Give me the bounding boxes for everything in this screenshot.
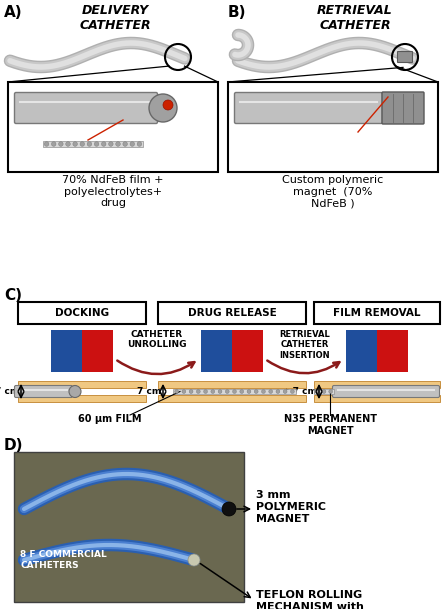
Circle shape bbox=[222, 502, 236, 516]
Circle shape bbox=[188, 554, 200, 566]
Circle shape bbox=[137, 142, 142, 146]
Circle shape bbox=[218, 390, 222, 393]
Bar bbox=[158, 395, 306, 402]
Circle shape bbox=[163, 100, 173, 110]
Circle shape bbox=[262, 390, 266, 393]
Bar bbox=[314, 389, 334, 394]
Circle shape bbox=[240, 390, 244, 393]
Circle shape bbox=[315, 390, 319, 393]
Bar bbox=[18, 395, 146, 402]
Text: RETRIEVAL
CATHETER: RETRIEVAL CATHETER bbox=[317, 4, 393, 32]
Text: TEFLON ROLLING
MECHANISM with
MAGNETIZED THIN
FILM: TEFLON ROLLING MECHANISM with MAGNETIZED… bbox=[256, 590, 373, 609]
Text: C): C) bbox=[4, 288, 22, 303]
Circle shape bbox=[116, 142, 120, 146]
Text: B): B) bbox=[228, 5, 246, 20]
Text: 7 cm: 7 cm bbox=[0, 387, 19, 395]
Bar bbox=[314, 395, 440, 402]
FancyBboxPatch shape bbox=[15, 93, 158, 124]
Circle shape bbox=[109, 142, 113, 146]
Text: DELIVERY
CATHETER: DELIVERY CATHETER bbox=[79, 4, 151, 32]
Bar bbox=[8, 82, 218, 172]
Circle shape bbox=[87, 142, 92, 146]
Text: 70% NdFeB film +
polyelectrolytes+
drug: 70% NdFeB film + polyelectrolytes+ drug bbox=[62, 175, 164, 208]
Circle shape bbox=[226, 390, 229, 393]
Circle shape bbox=[69, 385, 81, 398]
Circle shape bbox=[123, 142, 127, 146]
Circle shape bbox=[59, 142, 63, 146]
Circle shape bbox=[204, 390, 207, 393]
FancyBboxPatch shape bbox=[15, 385, 72, 398]
FancyBboxPatch shape bbox=[397, 52, 412, 63]
Circle shape bbox=[66, 142, 70, 146]
Bar bbox=[173, 389, 296, 394]
Bar bbox=[228, 82, 438, 172]
Circle shape bbox=[269, 390, 273, 393]
Circle shape bbox=[276, 390, 280, 393]
Text: >7 cm: >7 cm bbox=[285, 387, 317, 395]
Circle shape bbox=[101, 142, 106, 146]
Bar bbox=[14, 452, 244, 602]
Circle shape bbox=[44, 142, 49, 146]
Text: D): D) bbox=[4, 438, 24, 453]
Circle shape bbox=[182, 390, 186, 393]
Circle shape bbox=[149, 94, 177, 122]
FancyBboxPatch shape bbox=[333, 385, 440, 398]
Bar bbox=[18, 381, 146, 388]
Text: 3 mm
POLYMERIC
MAGNET: 3 mm POLYMERIC MAGNET bbox=[256, 490, 326, 524]
Circle shape bbox=[94, 142, 99, 146]
Text: N35 PERMANENT
MAGNET: N35 PERMANENT MAGNET bbox=[284, 414, 377, 435]
Circle shape bbox=[175, 390, 178, 393]
Bar bbox=[377, 330, 408, 372]
Circle shape bbox=[254, 390, 258, 393]
Text: 8 F COMMERCIAL
CATHETERS: 8 F COMMERCIAL CATHETERS bbox=[20, 551, 107, 569]
Circle shape bbox=[189, 390, 193, 393]
Circle shape bbox=[247, 390, 251, 393]
Circle shape bbox=[283, 390, 287, 393]
Bar bbox=[314, 381, 440, 388]
Circle shape bbox=[233, 390, 236, 393]
Circle shape bbox=[290, 390, 294, 393]
Bar bbox=[51, 330, 82, 372]
Bar bbox=[158, 381, 306, 388]
Bar bbox=[201, 330, 232, 372]
Circle shape bbox=[211, 390, 215, 393]
Bar bbox=[158, 302, 306, 324]
Bar bbox=[82, 330, 113, 372]
Bar bbox=[18, 302, 146, 324]
Text: 60 μm FILM: 60 μm FILM bbox=[78, 414, 142, 424]
Bar bbox=[232, 330, 263, 372]
Circle shape bbox=[80, 142, 84, 146]
Text: A): A) bbox=[4, 5, 23, 20]
Circle shape bbox=[52, 142, 56, 146]
Text: 7 cm: 7 cm bbox=[137, 387, 161, 395]
Circle shape bbox=[130, 142, 135, 146]
Text: DRUG RELEASE: DRUG RELEASE bbox=[188, 308, 276, 318]
Text: DOCKING: DOCKING bbox=[55, 308, 109, 318]
Bar bbox=[314, 302, 440, 324]
Bar bbox=[43, 141, 143, 147]
Text: RETRIEVAL
CATHETER
INSERTION: RETRIEVAL CATHETER INSERTION bbox=[279, 330, 330, 360]
Circle shape bbox=[329, 390, 333, 393]
Text: Custom polymeric
magnet  (70%
NdFeB ): Custom polymeric magnet (70% NdFeB ) bbox=[282, 175, 384, 208]
FancyBboxPatch shape bbox=[234, 93, 382, 124]
Circle shape bbox=[196, 390, 200, 393]
Circle shape bbox=[322, 390, 326, 393]
Circle shape bbox=[73, 142, 77, 146]
Bar bbox=[346, 330, 377, 372]
FancyBboxPatch shape bbox=[382, 92, 424, 124]
Text: FILM REMOVAL: FILM REMOVAL bbox=[333, 308, 421, 318]
Text: CATHETER
UNROLLING: CATHETER UNROLLING bbox=[127, 330, 187, 350]
